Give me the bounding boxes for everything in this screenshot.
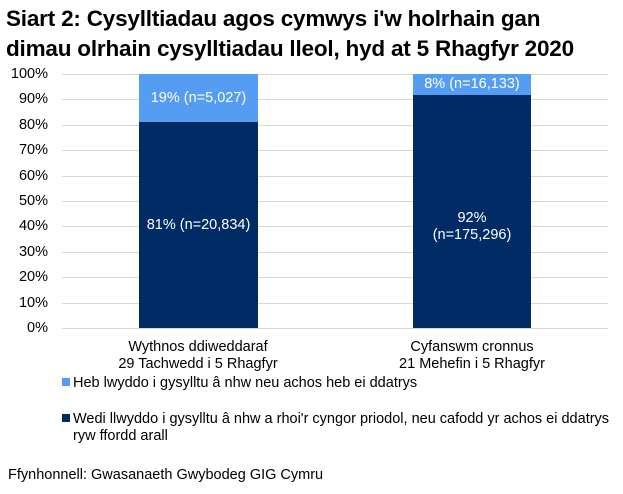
- y-tick-10: 10%: [18, 295, 48, 311]
- data-label: 19% (n=5,027): [150, 89, 247, 106]
- gridline-30: [62, 252, 608, 253]
- data-label-percent: 92%: [457, 210, 487, 226]
- y-tick-20: 20%: [18, 269, 48, 285]
- y-tick-0: 0%: [27, 320, 48, 336]
- data-label: 81% (n=20,834): [146, 216, 251, 233]
- source-note: Ffynhonnell: Gwasanaeth Gwybodeg GIG Cym…: [8, 467, 324, 483]
- gridline-100: [62, 74, 608, 75]
- data-label: 92% (n=175,296): [433, 210, 512, 244]
- y-tick-100: 100%: [10, 66, 48, 82]
- gridline-60: [62, 176, 608, 177]
- data-label-count: (n=175,296): [432, 227, 512, 243]
- bar-cumulative-total: 8% (n=16,133) 92% (n=175,296): [413, 74, 531, 328]
- bar-segment-resolved: 92% (n=175,296): [413, 95, 531, 328]
- y-tick-50: 50%: [18, 193, 48, 209]
- y-tick-90: 90%: [18, 91, 48, 107]
- bar-segment-resolved: 81% (n=20,834): [139, 122, 258, 328]
- chart-title-line-2: dimau olrhain cysylltiadau lleol, hyd at…: [6, 36, 574, 61]
- y-tick-40: 40%: [18, 218, 48, 234]
- x-label-line-2: 21 Mehefin i 5 Rhagfyr: [399, 356, 545, 372]
- gridline-0: [62, 328, 608, 329]
- y-tick-80: 80%: [18, 117, 48, 133]
- bar-segment-unresolved: 19% (n=5,027): [139, 74, 258, 122]
- gridline-40: [62, 226, 608, 227]
- bar-segment-unresolved: 8% (n=16,133): [413, 74, 531, 95]
- gridline-70: [62, 150, 608, 151]
- chart-title: Siart 2: Cysylltiadau agos cymwys i'w ho…: [6, 4, 621, 64]
- gridline-80: [62, 125, 608, 126]
- bar-latest-week: 19% (n=5,027) 81% (n=20,834): [139, 74, 258, 328]
- legend-item-unresolved: Heb lwyddo i gysylltu â nhw neu achos he…: [62, 375, 602, 392]
- gridline-20: [62, 277, 608, 278]
- gridline-90: [62, 99, 608, 100]
- legend-item-resolved: Wedi llwyddo i gysylltu â nhw a rhoi'r c…: [62, 411, 613, 445]
- y-tick-60: 60%: [18, 168, 48, 184]
- legend-label: Heb lwyddo i gysylltu â nhw neu achos he…: [73, 375, 418, 391]
- x-label-line-2: 29 Tachwedd i 5 Rhagfyr: [118, 356, 278, 372]
- y-tick-70: 70%: [18, 142, 48, 158]
- gridline-50: [62, 201, 608, 202]
- legend-swatch-light-blue: [62, 378, 70, 386]
- data-label: 8% (n=16,133): [424, 76, 520, 92]
- x-label-latest-week: Wythnos ddiweddaraf 29 Tachwedd i 5 Rhag…: [68, 339, 328, 373]
- legend-swatch-navy: [62, 414, 70, 422]
- legend-label: Wedi llwyddo i gysylltu â nhw a rhoi'r c…: [73, 411, 610, 444]
- y-tick-30: 30%: [18, 244, 48, 260]
- x-label-cumulative-total: Cyfanswm cronnus 21 Mehefin i 5 Rhagfyr: [342, 339, 602, 373]
- gridline-10: [62, 303, 608, 304]
- x-label-line-1: Wythnos ddiweddaraf: [128, 339, 268, 355]
- x-label-line-1: Cyfanswm cronnus: [410, 339, 534, 355]
- chart-title-line-1: Siart 2: Cysylltiadau agos cymwys i'w ho…: [6, 6, 541, 31]
